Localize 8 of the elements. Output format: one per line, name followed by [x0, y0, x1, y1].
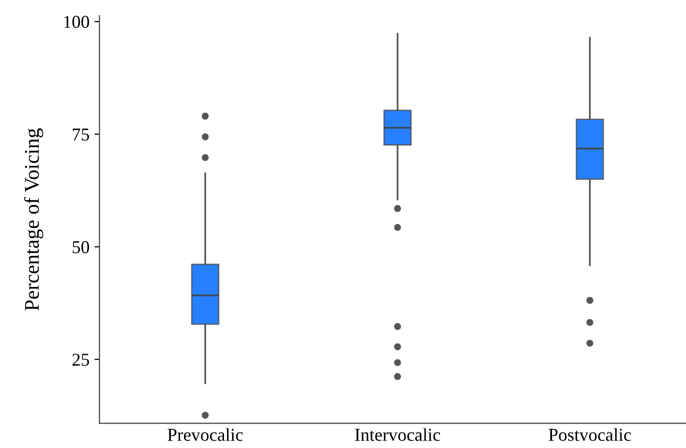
y-tick-label: 75	[72, 128, 90, 141]
x-tick-label: Postvocalic	[548, 428, 631, 441]
x-tick-label: Intervocalic	[355, 428, 440, 441]
x-tick-label: Prevocalic	[168, 428, 243, 441]
y-axis-title: Percentage of Voicing	[24, 128, 44, 311]
y-tick-label: 25	[72, 354, 90, 366]
y-tick-label: 50	[72, 241, 90, 254]
y-tick-label: 100	[64, 16, 90, 28]
